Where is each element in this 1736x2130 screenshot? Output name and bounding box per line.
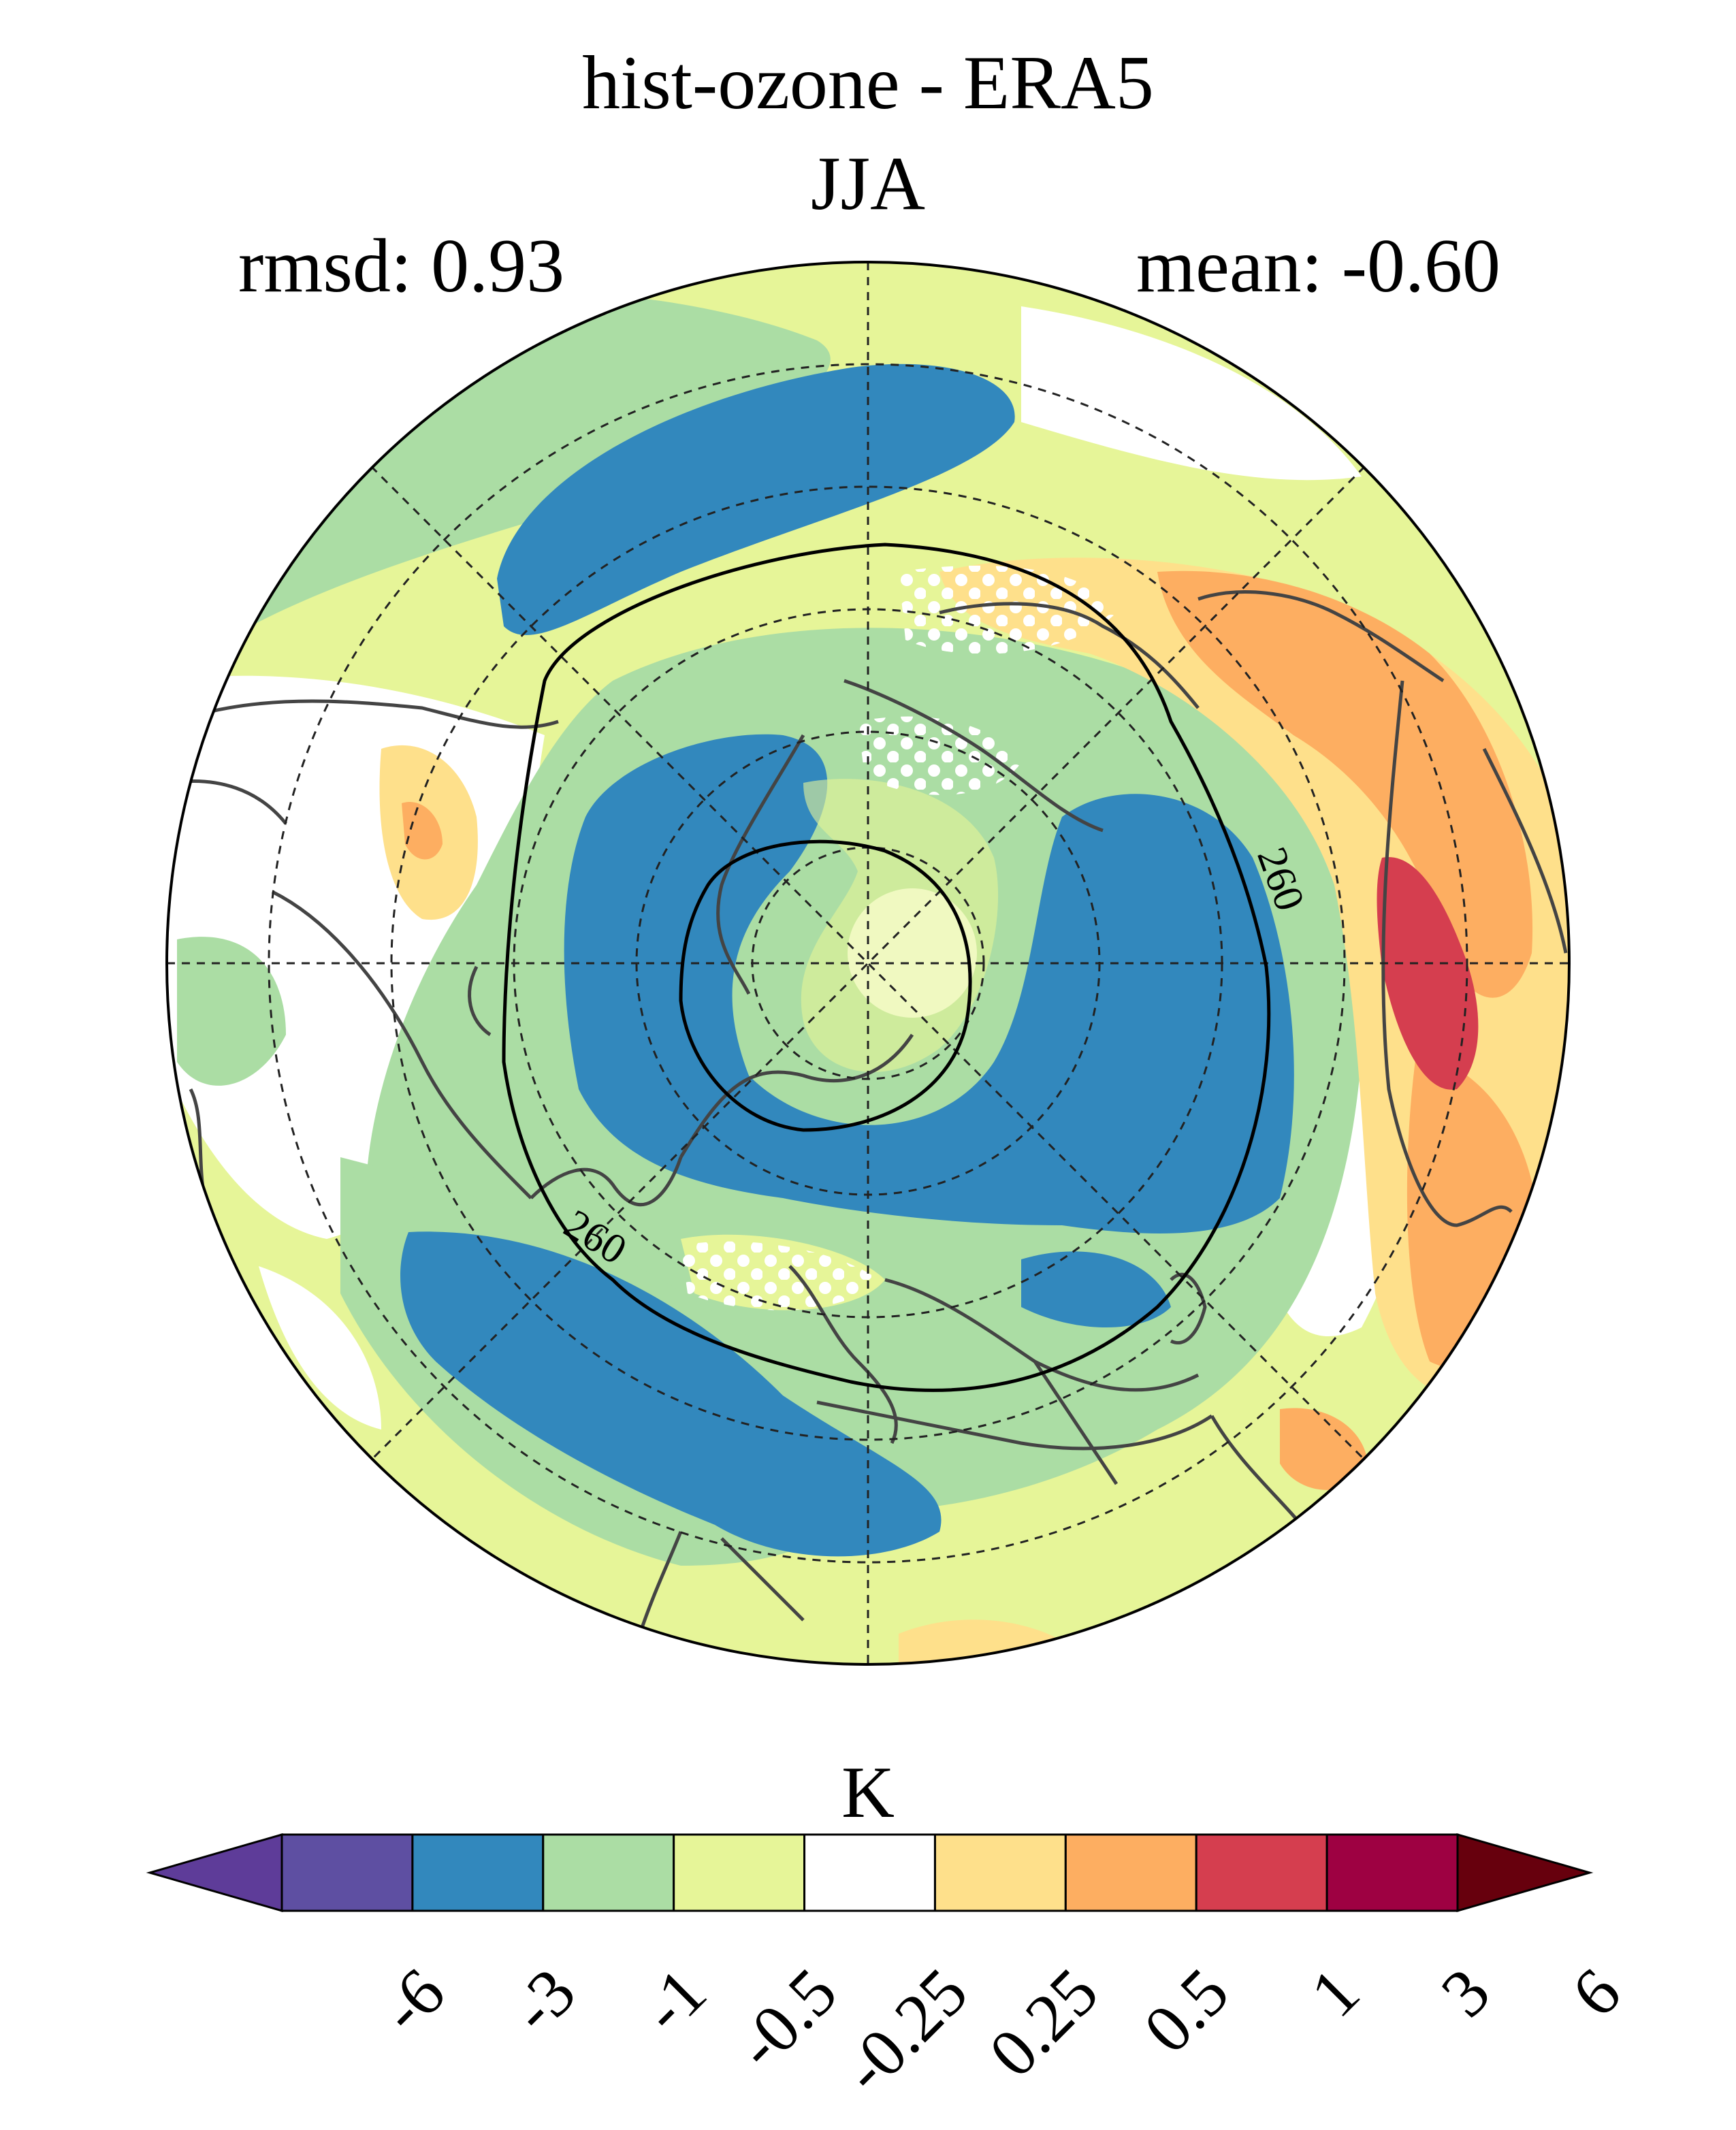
map-border [165, 261, 1571, 1666]
stippling-east [1198, 406, 1287, 458]
colorbar-tick-label: 3 [1427, 1954, 1505, 2031]
coastlines [170, 590, 1568, 1634]
colorbar-tick-label: 1 [1296, 1954, 1374, 2031]
colorbar-boxes [146, 1833, 1594, 1912]
field-strong-negative-east [1021, 1251, 1171, 1327]
colorbar-tick-label: 0.5 [1129, 1954, 1243, 2067]
colorbar-tick-label: 6 [1558, 1954, 1635, 2031]
colorbar-box [1064, 1833, 1197, 1912]
colorbar-tick-labels: -6 -3 -1 -0.5-0.250.25 0.5 1 3 6 [366, 1954, 1635, 2108]
colorbar-box [411, 1833, 545, 1912]
colorbar-box [1195, 1833, 1328, 1912]
colorbar-extend-high [1456, 1833, 1594, 1912]
colorbar-extend-low [146, 1833, 283, 1912]
field-strong-negative-south [400, 1231, 942, 1557]
colorbar-tick-label: -0.25 [828, 1954, 982, 2108]
contour-lines [502, 543, 1271, 1392]
anomaly-field [167, 262, 1569, 1664]
field-moderate-negative-west [177, 937, 286, 1086]
field-moderate-positive-south [1280, 1408, 1368, 1490]
mean-label: mean: -0.60 [1136, 224, 1500, 308]
field-weak-negative-pole-ring [801, 779, 999, 1072]
colorbar-tick-label: 0.25 [975, 1954, 1112, 2091]
colorbar-tick-label: -3 [496, 1954, 590, 2047]
colorbar-tick-label: -6 [366, 1954, 459, 2047]
polar-map: 260 260 [165, 261, 1571, 1666]
season-label: JJA [810, 142, 926, 226]
field-strong-positive-east [1377, 857, 1479, 1090]
colorbar-box [1325, 1833, 1459, 1912]
colorbar-box [933, 1833, 1067, 1912]
colorbar-box [803, 1833, 936, 1912]
colorbar-tick-label: -1 [627, 1954, 720, 2047]
colorbar-box [280, 1833, 414, 1912]
graticule [167, 262, 1569, 1664]
stippling-pole [858, 716, 1021, 795]
colorbar-box [542, 1833, 675, 1912]
field-moderate-positive-west [402, 802, 443, 860]
colorbar-unit: K [841, 1752, 895, 1833]
stippling-south [681, 1241, 878, 1310]
colorbar-tick-label: -0.5 [722, 1954, 851, 2083]
colorbar-box [673, 1833, 806, 1912]
rmsd-label: rmsd: 0.93 [238, 224, 565, 308]
field-neutral-south [259, 1266, 381, 1430]
plot-title: hist-ozone - ERA5 [582, 41, 1154, 125]
